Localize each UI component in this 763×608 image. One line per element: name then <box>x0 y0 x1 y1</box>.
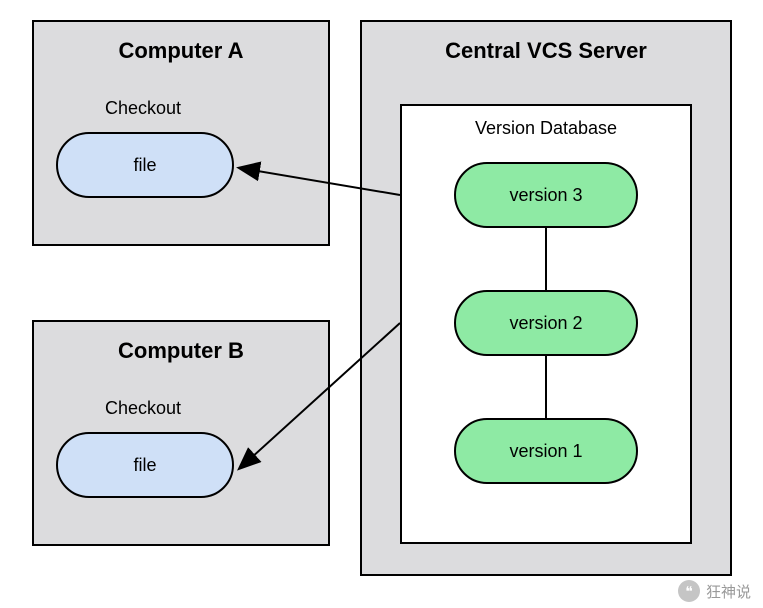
version-database-title: Version Database <box>400 118 692 139</box>
file-pill-b-label: file <box>133 455 156 476</box>
panel-computer-a-title: Computer A <box>32 38 330 64</box>
version-pill-2-label: version 2 <box>509 313 582 334</box>
version-pill-1-label: version 1 <box>509 441 582 462</box>
version-pill-2: version 2 <box>454 290 638 356</box>
checkout-label-b: Checkout <box>105 398 181 419</box>
connector-v3-v2 <box>545 228 547 290</box>
checkout-label-a: Checkout <box>105 98 181 119</box>
file-pill-b: file <box>56 432 234 498</box>
version-pill-3: version 3 <box>454 162 638 228</box>
watermark: ❝ 狂神说 <box>678 580 751 602</box>
version-pill-3-label: version 3 <box>509 185 582 206</box>
panel-server-title: Central VCS Server <box>360 38 732 64</box>
panel-computer-b-title: Computer B <box>32 338 330 364</box>
file-pill-a-label: file <box>133 155 156 176</box>
watermark-icon: ❝ <box>678 580 700 602</box>
connector-v2-v1 <box>545 356 547 418</box>
version-pill-1: version 1 <box>454 418 638 484</box>
file-pill-a: file <box>56 132 234 198</box>
watermark-text: 狂神说 <box>706 581 751 602</box>
